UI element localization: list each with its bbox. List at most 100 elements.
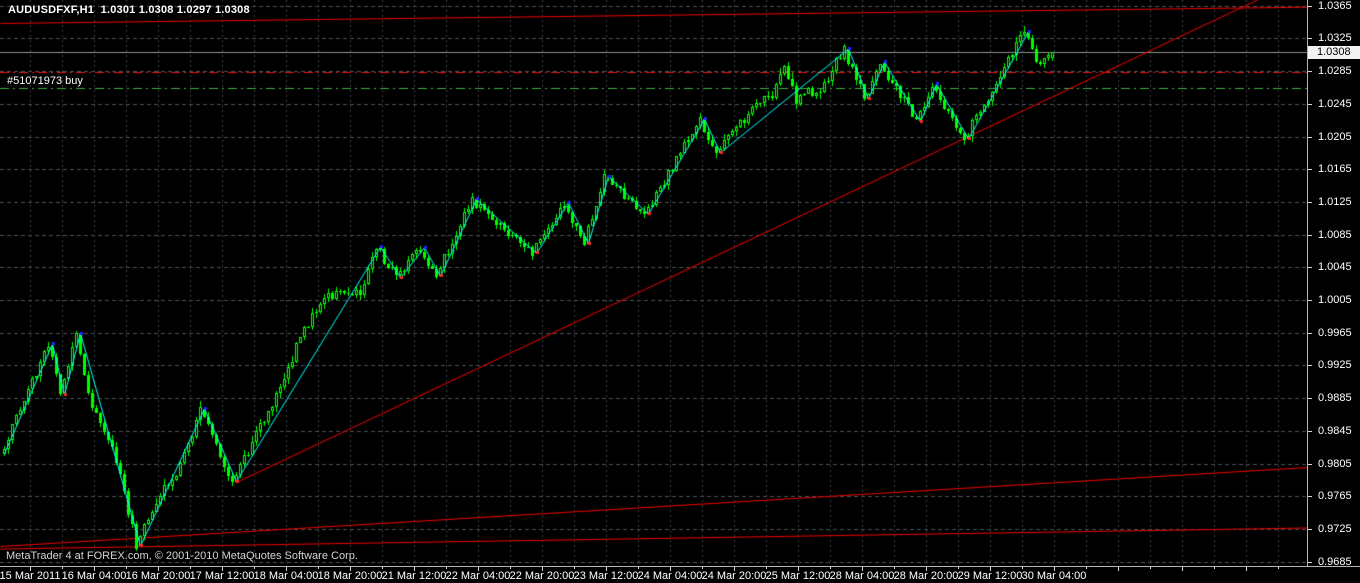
time-axis-tick	[1054, 567, 1055, 571]
time-axis-label: 16 Mar 20:00	[125, 570, 191, 582]
price-axis-tick	[1308, 365, 1312, 366]
time-axis-label: 22 Mar 04:00	[445, 570, 511, 582]
time-axis-tick	[350, 567, 351, 571]
price-axis-label: 1.0205	[1318, 130, 1352, 143]
time-axis-tick	[286, 567, 287, 571]
price-axis-label: 1.0085	[1318, 228, 1352, 241]
time-axis-label: 16 Mar 04:00	[61, 570, 127, 582]
time-axis-tick	[254, 567, 255, 569]
price-axis-label: 0.9965	[1318, 326, 1352, 339]
time-axis-tick	[30, 567, 31, 571]
price-axis-label: 0.9765	[1318, 490, 1352, 503]
time-axis-tick	[958, 567, 959, 569]
price-axis-label: 0.9845	[1318, 424, 1352, 437]
time-axis-tick	[1278, 567, 1279, 569]
price-axis-tick	[1308, 267, 1312, 268]
platform-watermark: MetaTrader 4 at FOREX.com, © 2001-2010 M…	[6, 550, 358, 562]
time-axis-tick	[734, 567, 735, 571]
price-axis-tick	[1308, 333, 1312, 334]
time-axis-tick	[670, 567, 671, 571]
time-axis-tick	[158, 567, 159, 571]
time-axis-label: 28 Mar 04:00	[829, 570, 895, 582]
price-axis-label: 1.0365	[1318, 0, 1352, 12]
time-axis-tick	[1022, 567, 1023, 569]
time-axis-label: 28 Mar 20:00	[893, 570, 959, 582]
price-axis-label: 1.0165	[1318, 163, 1352, 176]
time-axis-label: 18 Mar 20:00	[317, 570, 383, 582]
price-axis-tick	[1308, 529, 1312, 530]
price-axis-label: 1.0285	[1318, 65, 1352, 78]
price-axis-tick	[1308, 71, 1312, 72]
price-axis-label: 1.0005	[1318, 294, 1352, 307]
time-axis-tick	[830, 567, 831, 569]
price-axis-label: 1.0045	[1318, 261, 1352, 274]
time-axis-tick	[862, 567, 863, 571]
price-axis-label: 1.0325	[1318, 32, 1352, 45]
time-axis-label: 25 Mar 12:00	[765, 570, 831, 582]
time-axis-label: 23 Mar 12:00	[573, 570, 639, 582]
price-axis-label: 0.9885	[1318, 392, 1352, 405]
price-axis-tick	[1308, 562, 1312, 563]
time-axis-tick	[510, 567, 511, 569]
price-axis-tick	[1308, 137, 1312, 138]
price-axis-tick	[1308, 235, 1312, 236]
time-axis[interactable]: 15 Mar 2011 16 Mar 04:00 16 Mar 20:00 17 Ma…	[0, 566, 1360, 583]
price-axis-label: 0.9725	[1318, 522, 1352, 535]
time-axis-label: 29 Mar 12:00	[957, 570, 1023, 582]
time-axis-tick	[702, 567, 703, 569]
time-axis-tick	[606, 567, 607, 571]
time-axis-label: 21 Mar 12:00	[381, 570, 447, 582]
price-axis-tick	[1308, 169, 1312, 170]
price-axis-tick	[1308, 38, 1312, 39]
time-axis-tick	[94, 567, 95, 571]
price-axis-label: 0.9685	[1318, 555, 1352, 568]
time-axis-tick	[574, 567, 575, 569]
price-axis-label: 0.9805	[1318, 457, 1352, 470]
time-axis-tick	[798, 567, 799, 571]
time-axis-tick	[318, 567, 319, 569]
time-axis-label: 15 Mar 2011	[0, 570, 61, 582]
price-axis-tick	[1308, 496, 1312, 497]
time-axis-tick	[1118, 567, 1119, 571]
time-axis-tick	[190, 567, 191, 569]
time-axis-tick	[990, 567, 991, 571]
time-axis-label: 18 Mar 04:00	[253, 570, 319, 582]
time-axis-tick	[446, 567, 447, 569]
time-axis-tick	[766, 567, 767, 569]
time-axis-tick	[222, 567, 223, 571]
time-axis-label: 24 Mar 20:00	[701, 570, 767, 582]
price-axis-label: 1.0125	[1318, 195, 1352, 208]
time-axis-tick	[62, 567, 63, 569]
price-chart-canvas[interactable]	[0, 0, 1307, 565]
time-axis-label: 17 Mar 12:00	[189, 570, 255, 582]
price-axis-label: 1.0245	[1318, 97, 1352, 110]
price-axis[interactable]: 1.0308 1.0365 1.0325 1.0285 1.0245 1.0205 1.0…	[1307, 0, 1360, 568]
time-axis-tick	[478, 567, 479, 571]
time-axis-tick	[926, 567, 927, 571]
time-axis-label: 30 Mar 04:00	[1021, 570, 1087, 582]
time-axis-tick	[1214, 567, 1215, 569]
time-axis-tick	[1086, 567, 1087, 569]
price-axis-label: 0.9925	[1318, 359, 1352, 372]
price-axis-tick	[1308, 398, 1312, 399]
time-axis-label: 24 Mar 04:00	[637, 570, 703, 582]
price-axis-tick	[1308, 300, 1312, 301]
time-axis-tick	[1246, 567, 1247, 571]
price-axis-tick	[1308, 6, 1312, 7]
open-order-label: #51071973 buy	[7, 75, 83, 87]
time-axis-tick	[638, 567, 639, 569]
price-axis-tick	[1308, 202, 1312, 203]
time-axis-tick	[382, 567, 383, 569]
time-axis-tick	[1150, 567, 1151, 569]
price-axis-tick	[1308, 431, 1312, 432]
price-axis-tick	[1308, 104, 1312, 105]
chart-title-ohlc: AUDUSDFXF,H1 1.0301 1.0308 1.0297 1.0308	[8, 4, 250, 16]
time-axis-tick	[414, 567, 415, 571]
time-axis-tick	[542, 567, 543, 571]
time-axis-tick	[126, 567, 127, 569]
price-axis-tick	[1308, 464, 1312, 465]
time-axis-label: 22 Mar 20:00	[509, 570, 575, 582]
time-axis-tick	[1182, 567, 1183, 571]
current-price-box: 1.0308	[1308, 46, 1360, 59]
